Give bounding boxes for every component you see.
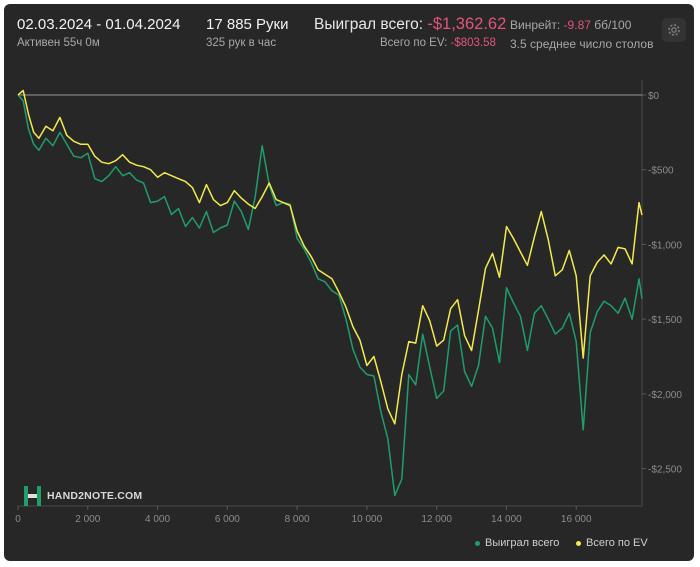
x-tick-label: 12 000 [421,514,452,525]
logo-text: HAND2NOTE.COM [47,490,143,502]
y-tick-label: -$2,500 [648,465,682,476]
x-tick-label: 4 000 [145,514,170,525]
hands-per-hour: 325 рук в час [206,37,277,49]
x-tick-label: 0 [15,514,21,525]
winrate-label: Винрейт: [510,18,561,32]
won-label: Выиграл всего: [314,16,424,33]
winrate-unit: бб/100 [594,18,632,32]
ev-label: Всего по EV: [380,37,448,49]
date-range: 02.03.2024 - 01.04.2024 [17,16,181,33]
settings-button[interactable] [662,18,686,42]
hands-count: 17 885 Руки [206,16,289,33]
gear-icon [668,24,680,36]
legend-won-label: Выиграл всего [485,537,560,549]
legend-won[interactable]: Выиграл всего [475,537,559,549]
ev-value: -$803.58 [450,37,496,49]
won-total: Выиграл всего: -$1,362.62 [314,15,506,34]
active-time: Активен 55ч 0м [17,37,100,49]
legend-ev[interactable]: Всего по EV [576,537,648,549]
x-tick-label: 16 000 [561,514,592,525]
winrate-value: -9.87 [563,18,591,32]
y-tick-label: $0 [648,91,660,102]
x-tick-label: 6 000 [215,514,240,525]
logo-icon [24,486,41,506]
legend-ev-label: Всего по EV [586,537,648,549]
avg-tables: 3.5 среднее число столов [510,37,654,51]
won-value: -$1,362.62 [427,15,507,33]
x-tick-label: 8 000 [285,514,310,525]
x-tick-label: 14 000 [491,514,522,525]
chart-panel: 02.03.2024 - 01.04.2024 Активен 55ч 0м 1… [4,4,694,561]
winrate: Винрейт: -9.87 бб/100 [510,18,631,32]
series-line-ev [17,89,643,425]
series-line-won [17,94,643,497]
y-tick-label: -$2,000 [648,390,682,401]
y-tick-label: -$500 [648,166,674,177]
line-chart: $0 -$500 -$1,000 -$1,500 -$2,000 -$2,500 0 2 00… [15,80,682,525]
legend-ev-marker [576,540,581,546]
hand2note-logo: HAND2NOTE.COM [24,486,142,506]
legend-won-marker [475,540,480,546]
y-tick-label: -$1,500 [648,315,682,326]
ev-total: Всего по EV: -$803.58 [380,37,496,49]
x-tick-label: 10 000 [352,514,383,525]
x-tick-label: 2 000 [75,514,100,525]
y-tick-label: -$1,000 [648,240,682,251]
